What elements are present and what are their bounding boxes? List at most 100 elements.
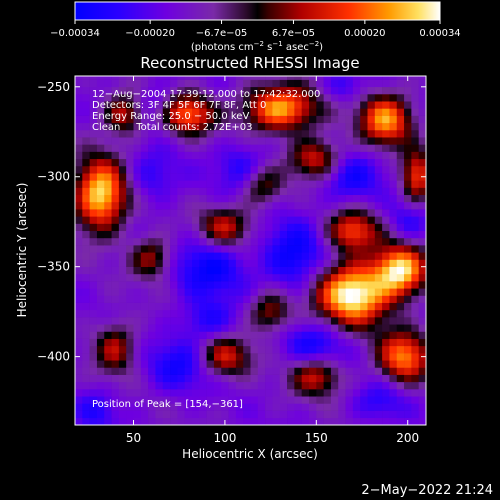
heatmap-cell [133, 115, 142, 124]
heatmap-cell [148, 101, 156, 109]
heatmap-cell [367, 317, 376, 325]
heatmap-cell [345, 194, 354, 203]
heatmap-cell [389, 245, 398, 253]
heatmap-cell [396, 86, 405, 95]
heatmap-cell [199, 151, 207, 160]
heatmap-cell [177, 165, 185, 174]
heatmap-cell [250, 209, 259, 217]
heatmap-cell [265, 237, 273, 246]
heatmap-cell [404, 309, 412, 318]
heatmap-cell [316, 237, 324, 246]
heatmap-cell [404, 353, 412, 361]
heatmap-cell [184, 338, 193, 347]
heatmap-cell [279, 389, 288, 397]
heatmap-cell [235, 374, 244, 383]
heatmap-cell [418, 338, 426, 347]
heatmap-cell [257, 223, 266, 232]
heatmap-cell [148, 302, 156, 311]
heatmap-cell [235, 281, 244, 289]
heatmap-cell [221, 381, 229, 390]
heatmap-cell [111, 374, 120, 383]
heatmap-cell [213, 273, 222, 282]
heatmap-cell [279, 101, 288, 109]
heatmap-cell [374, 201, 383, 210]
heatmap-cell [82, 122, 90, 131]
heatmap-cell [199, 309, 207, 318]
heatmap-cell [96, 281, 105, 289]
colorbar-unit-label: (photons cm−2 s−1 asec−2) [191, 40, 323, 53]
heatmap-cell [235, 389, 244, 397]
heatmap-cell [352, 129, 361, 138]
heatmap-cell [126, 403, 134, 411]
heatmap-cell [309, 324, 317, 332]
heatmap-cell [162, 410, 171, 419]
heatmap-cell [301, 381, 310, 390]
heatmap-cell [257, 360, 266, 368]
heatmap-cell [338, 209, 346, 217]
heatmap-cell [330, 86, 339, 95]
heatmap-cell [148, 187, 156, 196]
heatmap-cell [272, 122, 281, 131]
heatmap-cell [206, 367, 215, 375]
heatmap-cell [104, 417, 112, 425]
heatmap-cell [184, 295, 193, 303]
heatmap-cell [148, 353, 156, 361]
heatmap-cell [330, 101, 339, 109]
heatmap-cell [140, 180, 149, 188]
heatmap-cell [294, 129, 302, 138]
heatmap-cell [338, 417, 346, 425]
heatmap-cell [199, 396, 207, 404]
heatmap-cell [389, 302, 398, 311]
heatmap-cell [213, 410, 222, 419]
heatmap-cell [213, 317, 222, 325]
heatmap-cell [228, 86, 237, 95]
heatmap-cell [301, 331, 310, 339]
heatmap-cell [389, 389, 398, 397]
heatmap-cell [82, 273, 90, 282]
heatmap-cell [309, 76, 317, 80]
heatmap-cell [279, 381, 288, 390]
heatmap-cell [418, 266, 426, 275]
heatmap-cell [148, 79, 156, 88]
heatmap-cell [192, 108, 200, 116]
heatmap-cell [309, 144, 317, 152]
heatmap-cell [345, 389, 354, 397]
heatmap-cell [96, 360, 105, 368]
heatmap-cell [170, 180, 178, 188]
heatmap-cell [162, 180, 171, 188]
heatmap-cell [140, 331, 149, 339]
heatmap-cell [75, 374, 83, 383]
heatmap-cell [345, 209, 354, 217]
x-tick-label: 100 [213, 431, 236, 445]
heatmap-cell [396, 108, 405, 116]
heatmap-cell [287, 324, 295, 332]
heatmap-cell [338, 302, 346, 311]
colorbar-tick-label: −0.00020 [125, 28, 175, 39]
heatmap-cell [257, 144, 266, 152]
heatmap-cell [170, 360, 178, 368]
heatmap-cell [396, 360, 405, 368]
heatmap-cell [184, 108, 193, 116]
heatmap-cell [221, 403, 229, 411]
heatmap-cell [221, 374, 229, 383]
heatmap-cell [192, 360, 200, 368]
heatmap-cell [389, 216, 398, 224]
heatmap-cell [367, 389, 376, 397]
heatmap-cell [206, 209, 215, 217]
heatmap-cell [367, 108, 376, 116]
heatmap-cell [338, 288, 346, 296]
heatmap-cell [265, 317, 273, 325]
heatmap-cell [250, 137, 259, 145]
heatmap-cell [374, 165, 383, 174]
heatmap-cell [265, 353, 273, 361]
heatmap-cell [411, 295, 419, 303]
heatmap-cell [192, 345, 200, 354]
heatmap-cell [96, 151, 105, 160]
heatmap-cell [133, 173, 142, 181]
heatmap-cell [301, 101, 310, 109]
heatmap-cell [111, 86, 120, 95]
heatmap-cell [330, 295, 339, 303]
heatmap-cell [82, 403, 90, 411]
heatmap-cell [206, 331, 215, 339]
heatmap-cell [184, 180, 193, 188]
